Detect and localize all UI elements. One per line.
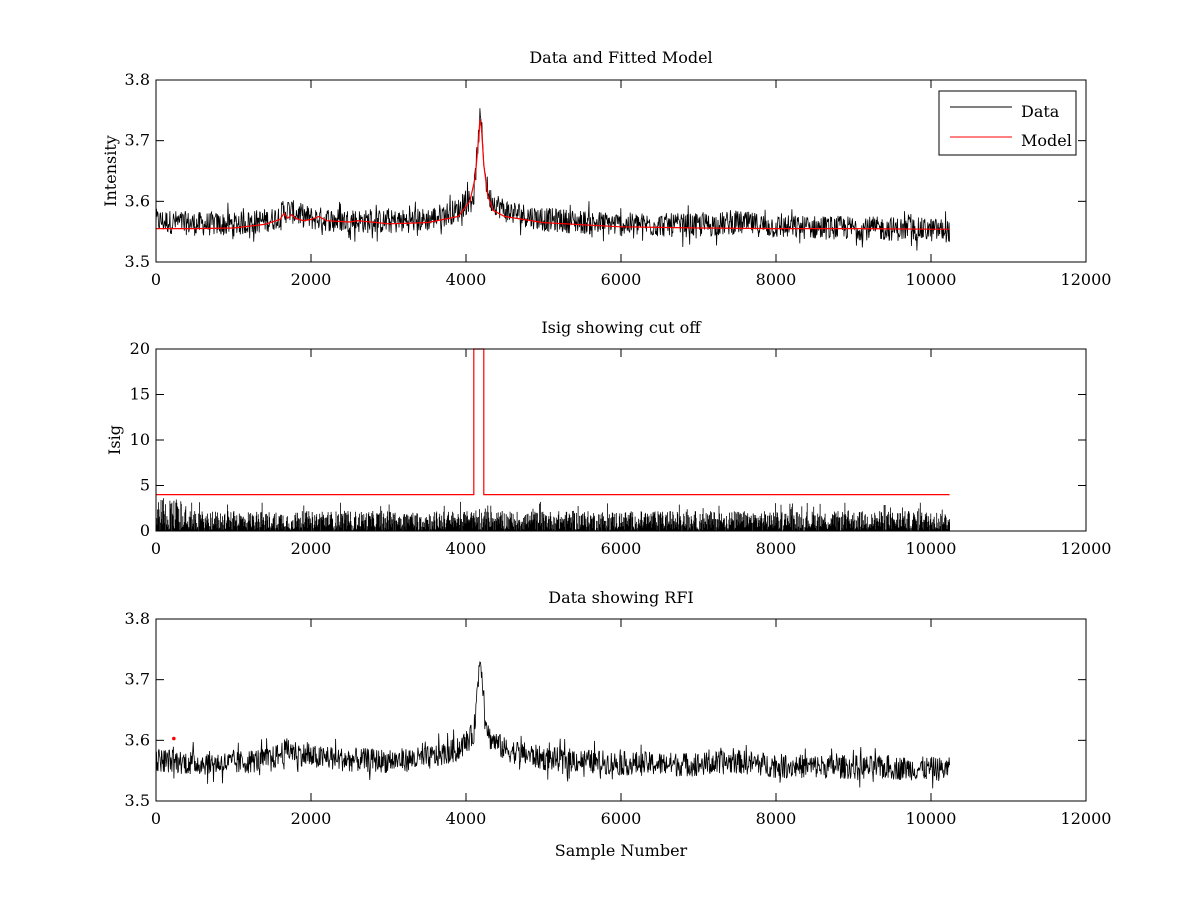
y-tick-label: 3.7 <box>125 131 150 150</box>
x-tick-label: 12000 <box>1061 809 1112 828</box>
x-tick-label: 4000 <box>446 270 487 289</box>
legend: Data Model <box>938 90 1077 156</box>
x-tick-label: 0 <box>151 270 161 289</box>
x-tick-label: 6000 <box>601 809 642 828</box>
panel-1-ylabel: Intensity <box>101 135 120 207</box>
y-tick-label: 3.8 <box>125 70 150 89</box>
x-tick-label: 6000 <box>601 270 642 289</box>
x-tick-label: 10000 <box>906 809 957 828</box>
x-tick-label: 10000 <box>906 270 957 289</box>
y-tick-label: 5 <box>140 476 150 495</box>
panel-rfi: Data showing RFI Sample Number 0 2000 4000… <box>125 588 1112 860</box>
panel-1-series-model <box>156 119 950 230</box>
panel-2-plot-area: 0 2000 4000 6000 8000 10000 12000 0 5 10 15 20 <box>130 339 1112 558</box>
panel-3-xlabel: Sample Number <box>555 841 688 860</box>
x-tick-label: 8000 <box>756 539 797 558</box>
x-tick-label: 12000 <box>1061 270 1112 289</box>
panel-1-title: Data and Fitted Model <box>529 48 712 67</box>
panel-1-plot-area: 0 2000 4000 6000 8000 10000 12000 3.5 3.6 3.7 3.8 <box>125 70 1112 289</box>
y-tick-label: 15 <box>130 385 150 404</box>
x-tick-label: 2000 <box>291 270 332 289</box>
panel-3-title: Data showing RFI <box>548 588 693 607</box>
panel-2-title: Isig showing cut off <box>541 318 702 337</box>
panel-isig: Isig showing cut off Isig 0 2000 4000 6000 8… <box>105 318 1111 558</box>
panel-3-series-rfi-point <box>172 736 176 741</box>
x-tick-label: 8000 <box>756 809 797 828</box>
legend-data-label: Data <box>1021 102 1060 121</box>
x-tick-label: 4000 <box>446 809 487 828</box>
panel-3-series-data <box>155 661 950 789</box>
x-tick-label: 2000 <box>291 809 332 828</box>
y-tick-label: 10 <box>130 430 150 449</box>
x-tick-label: 12000 <box>1061 539 1112 558</box>
y-tick-label: 0 <box>140 521 150 540</box>
x-tick-label: 6000 <box>601 539 642 558</box>
x-tick-label: 2000 <box>291 539 332 558</box>
panel-fitted-model: Data and Fitted Model Intensity 0 2000 400… <box>101 48 1111 289</box>
x-tick-label: 0 <box>151 809 161 828</box>
legend-model-label: Model <box>1021 131 1072 150</box>
legend-box <box>938 90 1077 156</box>
panel-2-ylabel: Isig <box>105 425 124 455</box>
x-tick-label: 10000 <box>906 539 957 558</box>
y-tick-label: 20 <box>130 339 150 358</box>
y-tick-label: 3.6 <box>125 730 150 749</box>
x-tick-label: 8000 <box>756 270 797 289</box>
y-tick-label: 3.5 <box>125 791 150 810</box>
panel-3-plot-area: 0 2000 4000 6000 8000 10000 12000 3.5 3.6 3.7 3.8 <box>125 609 1112 828</box>
x-tick-label: 0 <box>151 539 161 558</box>
y-tick-label: 3.7 <box>125 670 150 689</box>
x-tick-label: 4000 <box>446 539 487 558</box>
y-tick-label: 3.6 <box>125 191 150 210</box>
y-tick-label: 3.5 <box>125 252 150 271</box>
y-tick-label: 3.8 <box>125 609 150 628</box>
